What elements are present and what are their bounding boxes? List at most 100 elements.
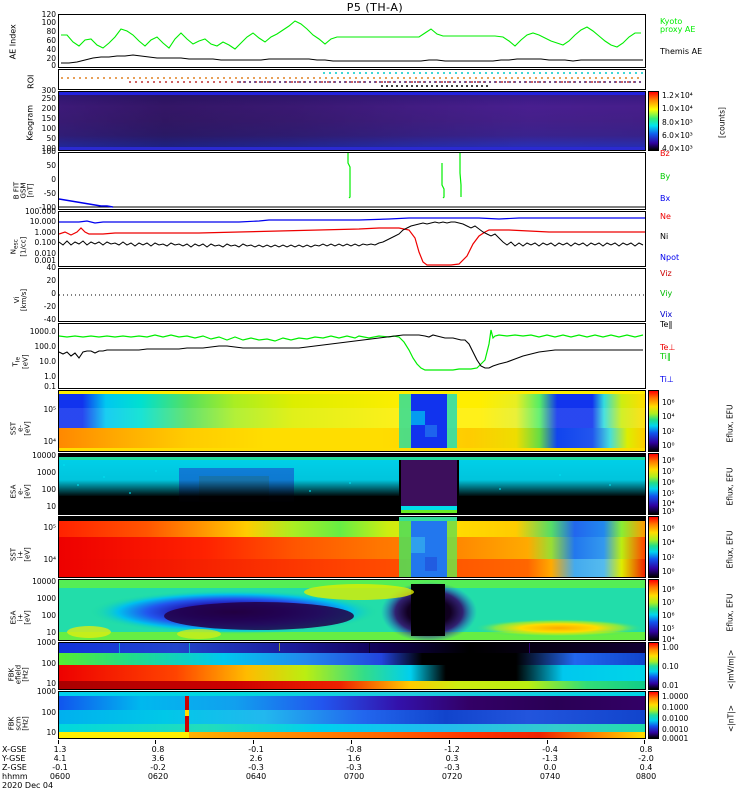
legend-kyoto-proxy-ae: Kyoto proxy AE xyxy=(660,18,700,34)
keogram-colorbar-name: [counts] xyxy=(717,107,727,138)
keogram-ytick-group: 300 250 200 150 100 50 100 xyxy=(14,87,56,153)
panel-keogram xyxy=(58,91,646,151)
fbke-cbtick-2: 0.01 xyxy=(662,681,679,690)
density-plot xyxy=(59,217,645,266)
ygse-value-5: -1.3 xyxy=(542,754,558,763)
ygse-value-3: 1.6 xyxy=(347,754,361,763)
fbk-e-ytick-group: 1000 100 10 xyxy=(14,638,56,690)
keogram-cbtick-2: 8.0×10³ xyxy=(662,118,693,127)
zgse-value-3: -0.3 xyxy=(346,763,362,772)
keo-ytick-50: 50 xyxy=(46,134,56,143)
esa-e-ylabel: ESA e- [eV] xyxy=(9,484,32,499)
b-fit-plot xyxy=(59,153,645,208)
zgse-value-1: -0.2 xyxy=(150,763,166,772)
panel-roi xyxy=(58,69,646,90)
ygse-value-2: 2.6 xyxy=(249,754,263,763)
vi-ytick-0: 0 xyxy=(51,289,56,298)
ygse-value-0: 4.1 xyxy=(53,754,67,763)
ae-ytick-20: 20 xyxy=(46,54,56,63)
panel-density xyxy=(58,211,646,267)
panel-fbk-scm xyxy=(58,691,646,739)
ne-ytick-01: 0.100 xyxy=(34,238,56,247)
fbkb-cbtick-0: 1.0000 xyxy=(662,692,689,701)
legend-ni: Ni xyxy=(660,232,669,241)
temperature-ytick-group: 1000.0 100.0 10.0 1.0 0.1 xyxy=(14,323,56,391)
fbk-b-ylabel: FBK scm [Hz] xyxy=(7,716,30,731)
esai-cbtick-2: 10⁶ xyxy=(662,611,675,620)
ssti-cbtick-1: 10⁴ xyxy=(662,538,675,547)
sste-cbtick-0: 10⁶ xyxy=(662,398,675,407)
esae-cbtick-5: 10³ xyxy=(662,507,675,516)
fbkb-cbtick-2: 0.0100 xyxy=(662,714,689,723)
ae-ytick-120: 120 xyxy=(41,10,56,19)
legend-ti-par: Ti‖ xyxy=(660,352,671,361)
esai-ytick-100: 100 xyxy=(41,611,56,620)
zgse-value-5: 0.0 xyxy=(543,763,557,772)
time-tick-1: 0620 xyxy=(147,772,169,781)
esae-ytick-10: 10 xyxy=(46,502,56,511)
sst-ion-spectrogram xyxy=(59,517,645,577)
panel-esa-electron xyxy=(58,453,646,515)
keogram-cbtick-1: 1.0×10⁴ xyxy=(662,104,693,113)
sst-e-colorbar xyxy=(648,390,659,452)
esai-cbtick-0: 10⁸ xyxy=(662,585,675,594)
ne-ytick-10: 10.000 xyxy=(29,217,56,226)
fbkb-cbtick-3: 0.0010 xyxy=(662,725,689,734)
ne-ytick-001: 0.010 xyxy=(34,249,56,258)
sste-ytick-1e5: 10⁵ xyxy=(43,405,56,414)
density-ytick-group: 100.000 10.000 1.000 0.100 0.010 0.001 xyxy=(14,208,56,267)
fbk-b-colorbar xyxy=(648,691,659,739)
fbke-ytick-10: 10 xyxy=(46,679,56,688)
legend-bx: Bx xyxy=(660,194,671,203)
panel-sst-electron xyxy=(58,390,646,452)
esae-ytick-1000: 1000 xyxy=(36,468,56,477)
temperature-plot xyxy=(59,329,644,371)
fbke-ytick-1000: 1000 xyxy=(36,638,56,647)
ti-ytick-10: 10.0 xyxy=(39,357,56,366)
xgse-value-4: -1.2 xyxy=(444,745,460,754)
fbkb-ytick-10: 10 xyxy=(46,728,56,737)
zgse-value-2: -0.3 xyxy=(248,763,264,772)
ygse-value-4: 0.3 xyxy=(445,754,459,763)
legend-viz: Viz xyxy=(660,269,672,278)
esa-i-ylabel: ESA i+ [eV] xyxy=(9,610,32,625)
ae-ytick-60: 60 xyxy=(46,36,56,45)
esae-cbtick-4: 10⁴ xyxy=(662,499,675,508)
time-tick-2: 0640 xyxy=(245,772,267,781)
bfit-ytick-group: 100 50 0 -50 -100 xyxy=(14,148,56,212)
vi-ytick-m20: -20 xyxy=(43,302,56,311)
esai-ytick-10: 10 xyxy=(46,628,56,637)
zgse-value-4: -0.3 xyxy=(444,763,460,772)
esae-cbtick-3: 10⁵ xyxy=(662,489,675,498)
sst-e-colorbar-name: Eflux, EFU xyxy=(725,404,735,443)
esai-ytick-1000: 1000 xyxy=(36,594,56,603)
keogram-cbtick-0: 1.2×10⁴ xyxy=(662,91,693,100)
time-tick-0: 0600 xyxy=(49,772,71,781)
legend-by: By xyxy=(660,172,671,181)
x-axis-ticks xyxy=(58,740,646,744)
legend-viy: Viy xyxy=(660,289,673,298)
legend-ti-perp: Ti⊥ xyxy=(660,375,674,384)
esai-cbtick-3: 10⁵ xyxy=(662,624,675,633)
xgse-value-6: 0.8 xyxy=(639,745,653,754)
bfit-ytick-m50: -50 xyxy=(43,189,56,198)
fbk-scm-spectrogram xyxy=(59,692,645,738)
date-label: 2020 Dec 04 xyxy=(2,781,54,790)
legend-te-perp: Te⊥ xyxy=(660,343,676,352)
time-tick-4: 0720 xyxy=(441,772,463,781)
esae-cbtick-2: 10⁶ xyxy=(662,478,675,487)
velocity-ylabel: Vi [km/s] xyxy=(13,288,28,312)
esa-electron-spectrogram xyxy=(59,454,645,514)
ae-index-ylabel: AE Index xyxy=(8,24,18,60)
legend-te-par: Te‖ xyxy=(660,320,673,329)
xgse-value-3: -0.8 xyxy=(346,745,362,754)
ae-index-ytick-group: 120 100 80 60 40 20 0 xyxy=(14,10,56,70)
keo-ytick-300: 300 xyxy=(41,86,56,95)
fbkb-cbtick-4: 0.0001 xyxy=(662,734,689,743)
legend-npot: Npot xyxy=(660,253,680,262)
esae-cbtick-1: 10⁷ xyxy=(662,467,675,476)
keogram-spectrogram xyxy=(59,92,645,150)
keogram-cbtick-4: 4.0×10³ xyxy=(662,144,693,153)
ne-ytick-0001: 0.001 xyxy=(34,256,56,265)
ssti-cbtick-0: 10⁶ xyxy=(662,524,675,533)
